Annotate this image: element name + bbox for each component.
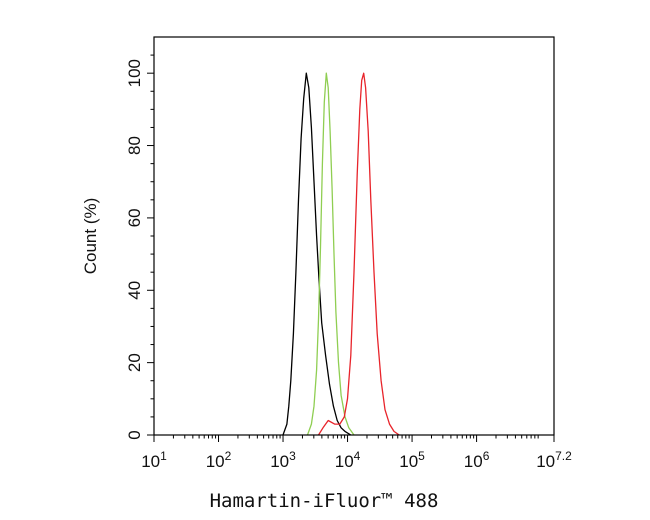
y-axis-title: Count (%) bbox=[81, 198, 100, 275]
x-tick-label-4: 104 bbox=[335, 449, 361, 471]
series-line-2 bbox=[306, 72, 355, 436]
y-tick-label-1: 0 bbox=[125, 430, 144, 439]
x-tick-label-2: 102 bbox=[206, 449, 232, 471]
x-tick-label-7: 107.2 bbox=[536, 449, 572, 471]
x-tick-label-5: 105 bbox=[399, 449, 425, 471]
y-tick-label-6: 100 bbox=[125, 59, 144, 87]
tick-label-layer: 101 102 103 104 105 106 107.2 0 20 40 60 80 100 bbox=[125, 59, 572, 471]
y-tick-label-5: 80 bbox=[125, 136, 144, 155]
series-layer bbox=[282, 72, 400, 436]
y-tick-label-3: 40 bbox=[125, 281, 144, 300]
series-line-3 bbox=[317, 72, 400, 436]
y-tick-label-2: 20 bbox=[125, 353, 144, 372]
x-tick-label-6: 106 bbox=[464, 449, 490, 471]
x-axis-title: Hamartin-iFluor™ 488 bbox=[210, 490, 439, 512]
x-tick-label-3: 103 bbox=[270, 449, 296, 471]
plot-frame bbox=[153, 36, 555, 436]
x-tick-label-1: 101 bbox=[141, 449, 167, 471]
tick-layer bbox=[147, 54, 555, 442]
y-tick-label-4: 60 bbox=[125, 208, 144, 227]
series-line-1 bbox=[282, 72, 352, 436]
